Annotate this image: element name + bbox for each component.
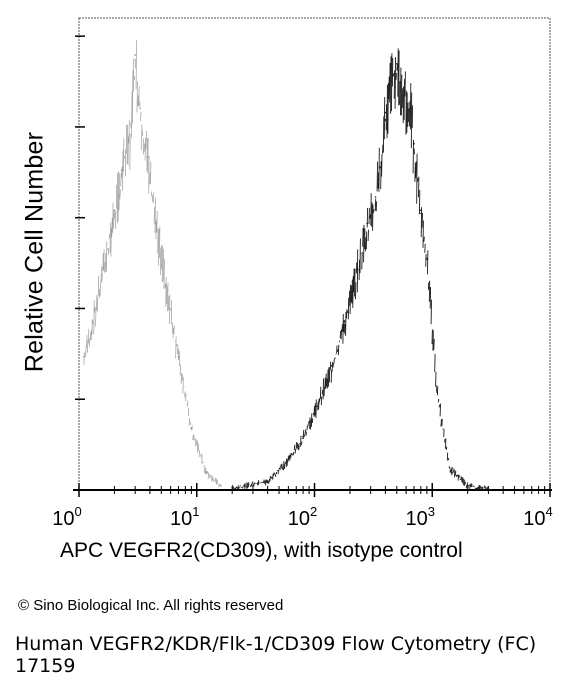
data-point	[330, 364, 333, 367]
data-point	[343, 320, 346, 323]
vegfr2-histogram	[231, 48, 490, 491]
data-point	[448, 467, 451, 469]
data-point	[129, 134, 131, 136]
data-point	[390, 80, 393, 83]
data-point	[220, 484, 222, 487]
data-point	[113, 209, 116, 212]
caption-title: Human VEGFR2/KDR/Flk-1/CD309 Flow Cytome…	[15, 633, 537, 655]
x-tick-label: 102	[288, 504, 317, 530]
y-axis-label: Relative Cell Number	[20, 131, 49, 373]
caption-catalog-number: 17159	[15, 655, 76, 677]
data-point	[356, 267, 358, 269]
data-point	[91, 320, 94, 323]
data-point	[102, 267, 104, 269]
data-point	[413, 142, 415, 145]
data-point	[134, 54, 136, 56]
x-axis-label: APC VEGFR2(CD309), with isotype control	[60, 539, 463, 562]
data-point	[396, 63, 398, 65]
data-point	[266, 480, 269, 482]
x-tick-label: 100	[52, 504, 81, 530]
data-point	[155, 222, 157, 225]
data-point	[302, 435, 304, 438]
data-point	[146, 156, 149, 158]
plot-frame	[78, 17, 551, 491]
data-point	[205, 471, 207, 474]
data-point	[190, 427, 193, 429]
x-tick-label: 101	[170, 504, 199, 530]
data-point	[366, 222, 369, 225]
data-point	[287, 458, 290, 460]
histogram-chart: 100 101 102 103 104	[52, 17, 553, 530]
data-point	[487, 487, 490, 490]
data-point	[177, 356, 180, 358]
data-point	[384, 111, 387, 114]
data-point	[403, 89, 406, 92]
data-point	[374, 196, 377, 198]
data-point	[409, 107, 412, 109]
x-tick-label: 104	[523, 504, 552, 530]
isotype-control-histogram	[83, 40, 222, 488]
data-point	[313, 409, 316, 411]
data-point	[420, 209, 422, 212]
data-point	[120, 169, 123, 172]
copyright-notice: © Sino Biological Inc. All rights reserv…	[18, 597, 284, 614]
data-point	[165, 285, 167, 287]
data-point	[436, 391, 438, 394]
plot-area: 100 101 102 103 104	[52, 17, 553, 530]
data-point	[426, 258, 428, 260]
data-point	[83, 356, 85, 358]
data-point	[139, 107, 141, 109]
x-tick-label: 103	[406, 504, 435, 530]
data-point	[466, 484, 469, 487]
figure-caption: Human VEGFR2/KDR/Flk-1/CD309 Flow Cytome…	[15, 633, 536, 677]
data-point	[231, 487, 233, 489]
